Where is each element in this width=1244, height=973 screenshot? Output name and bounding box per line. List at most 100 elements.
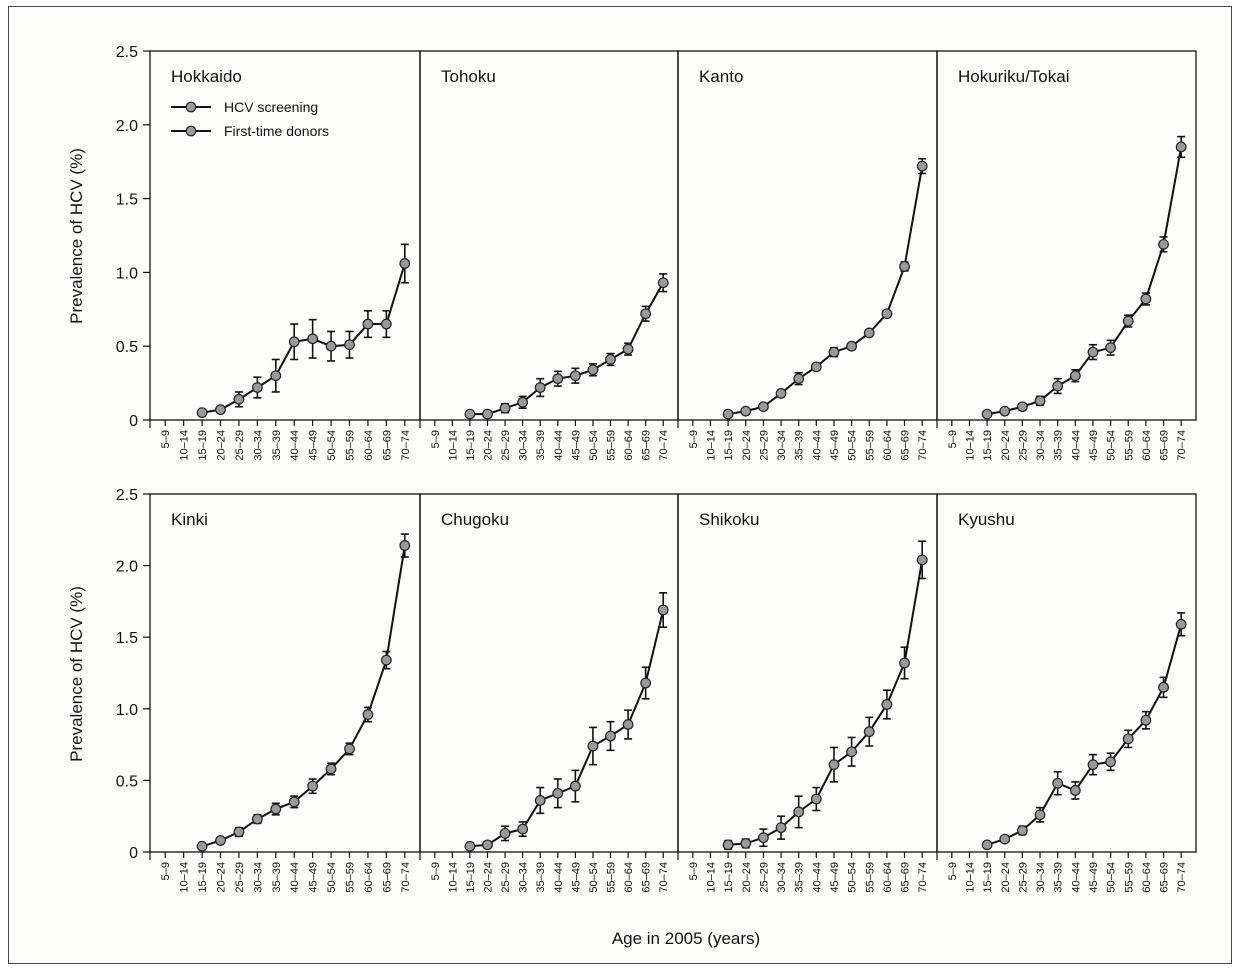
- x-axis-label: Age in 2005 (years): [612, 929, 760, 948]
- x-tick-label: 40–44: [289, 862, 301, 893]
- x-tick-label: 10–14: [705, 430, 717, 461]
- x-tick-label: 40–44: [553, 430, 565, 461]
- y-tick-label: 0.5: [116, 773, 138, 790]
- x-tick-label: 40–44: [289, 430, 301, 461]
- x-tick-label: 15–19: [982, 862, 994, 893]
- x-tick-label: 15–19: [465, 862, 477, 893]
- data-point: [1016, 825, 1028, 836]
- x-tick-label: 35–39: [271, 862, 283, 893]
- y-tick-label: 1.5: [116, 630, 138, 647]
- data-point: [863, 327, 875, 339]
- data-point: [1105, 756, 1117, 768]
- data-point: [1016, 401, 1028, 413]
- data-point: [569, 370, 581, 382]
- x-tick-label: 5–9: [947, 430, 959, 448]
- x-tick-label: 50–54: [326, 862, 338, 893]
- x-tick-label: 20–24: [741, 430, 753, 461]
- x-tick-label: 60–64: [1141, 430, 1153, 461]
- y-tick-label: 1.0: [116, 265, 138, 282]
- x-tick-label: 5–9: [688, 862, 700, 880]
- legend-label: First-time donors: [224, 123, 329, 139]
- x-tick-label: 5–9: [947, 862, 959, 880]
- data-point: [999, 833, 1011, 845]
- data-point: [552, 373, 564, 385]
- data-point: [233, 393, 245, 405]
- x-tick-label: 65–69: [900, 862, 912, 893]
- x-tick-label: 10–14: [705, 862, 717, 893]
- x-tick-label: 45–49: [829, 862, 841, 893]
- data-point: [517, 396, 529, 408]
- panel-title: Kyushu: [958, 510, 1015, 529]
- series-line: [201, 545, 406, 848]
- data-point: [1069, 785, 1081, 796]
- data-point: [1087, 346, 1099, 358]
- y-tick-label: 2.5: [116, 487, 138, 504]
- data-point: [196, 407, 208, 419]
- data-point: [1140, 293, 1152, 305]
- series-line: [469, 609, 665, 848]
- data-point: [482, 408, 493, 420]
- x-tick-label: 15–19: [465, 430, 477, 461]
- panel-border: [677, 50, 938, 421]
- x-tick-label: 45–49: [570, 862, 582, 893]
- y-tick-label: 2.5: [116, 44, 138, 61]
- x-tick-label: 60–64: [363, 430, 375, 461]
- data-point: [640, 308, 652, 320]
- data-point: [1034, 809, 1046, 821]
- x-tick-label: 60–64: [882, 430, 894, 461]
- panel-kinki: 5–9 10–14 15–19 20–24 25–29 30–34 35–39 40–44 45…: [116, 487, 421, 893]
- x-tick-label: 70–74: [400, 430, 412, 461]
- data-point: [793, 373, 805, 385]
- data-point: [828, 759, 840, 771]
- x-tick-label: 70–74: [1176, 862, 1188, 893]
- x-tick-label: 35–39: [535, 430, 547, 461]
- panel-border: [419, 493, 679, 853]
- data-point: [775, 388, 787, 399]
- x-tick-label: 55–59: [606, 430, 618, 461]
- data-point: [1052, 777, 1064, 789]
- x-tick-label: 30–34: [518, 862, 530, 893]
- x-tick-label: 45–49: [570, 430, 582, 461]
- y-axis-label-top-row: Prevalence of HCV (%): [67, 148, 86, 324]
- data-point: [640, 677, 652, 689]
- x-tick-label: 45–49: [308, 862, 320, 893]
- data-point: [605, 354, 616, 365]
- data-point: [1122, 733, 1134, 745]
- x-tick-label: 35–39: [1053, 430, 1065, 461]
- x-tick-label: 45–49: [308, 430, 320, 461]
- x-tick-label: 35–39: [535, 862, 547, 893]
- x-tick-label: 65–69: [381, 862, 393, 893]
- panel-title: Shikoku: [699, 510, 759, 529]
- data-point: [288, 336, 300, 348]
- data-point: [380, 318, 392, 330]
- panel-kanto: 5–9 10–14 15–19 20–24 25–29 30–34 35–39 40–44 45…: [677, 50, 938, 461]
- data-point: [307, 780, 319, 792]
- x-tick-label: 50–54: [588, 430, 600, 461]
- y-tick-label: 0: [129, 845, 138, 862]
- data-point: [846, 746, 858, 758]
- x-tick-label: 35–39: [1053, 862, 1065, 893]
- x-tick-label: 40–44: [1070, 430, 1082, 461]
- x-tick-label: 65–69: [641, 862, 653, 893]
- panel-title: Chugoku: [441, 510, 509, 529]
- panel-border: [677, 493, 938, 853]
- data-point: [251, 382, 263, 393]
- data-point: [828, 346, 840, 358]
- x-tick-label: 25–29: [500, 862, 512, 893]
- x-tick-label: 55–59: [864, 862, 876, 893]
- data-point: [344, 339, 355, 351]
- x-tick-label: 20–24: [1000, 430, 1012, 461]
- x-tick-label: 70–74: [658, 430, 670, 461]
- panel-title: Kinki: [171, 510, 208, 529]
- x-tick-label: 25–29: [758, 430, 770, 461]
- x-tick-label: 10–14: [179, 430, 191, 461]
- x-tick-label: 5–9: [160, 862, 172, 880]
- x-tick-label: 20–24: [741, 862, 753, 893]
- x-tick-label: 55–59: [1123, 430, 1135, 461]
- data-point: [325, 763, 337, 775]
- x-tick-label: 10–14: [447, 430, 459, 461]
- data-point: [605, 730, 616, 742]
- x-tick-label: 50–54: [1106, 430, 1118, 461]
- y-tick-label: 1.5: [116, 192, 138, 209]
- x-tick-label: 25–29: [234, 430, 246, 461]
